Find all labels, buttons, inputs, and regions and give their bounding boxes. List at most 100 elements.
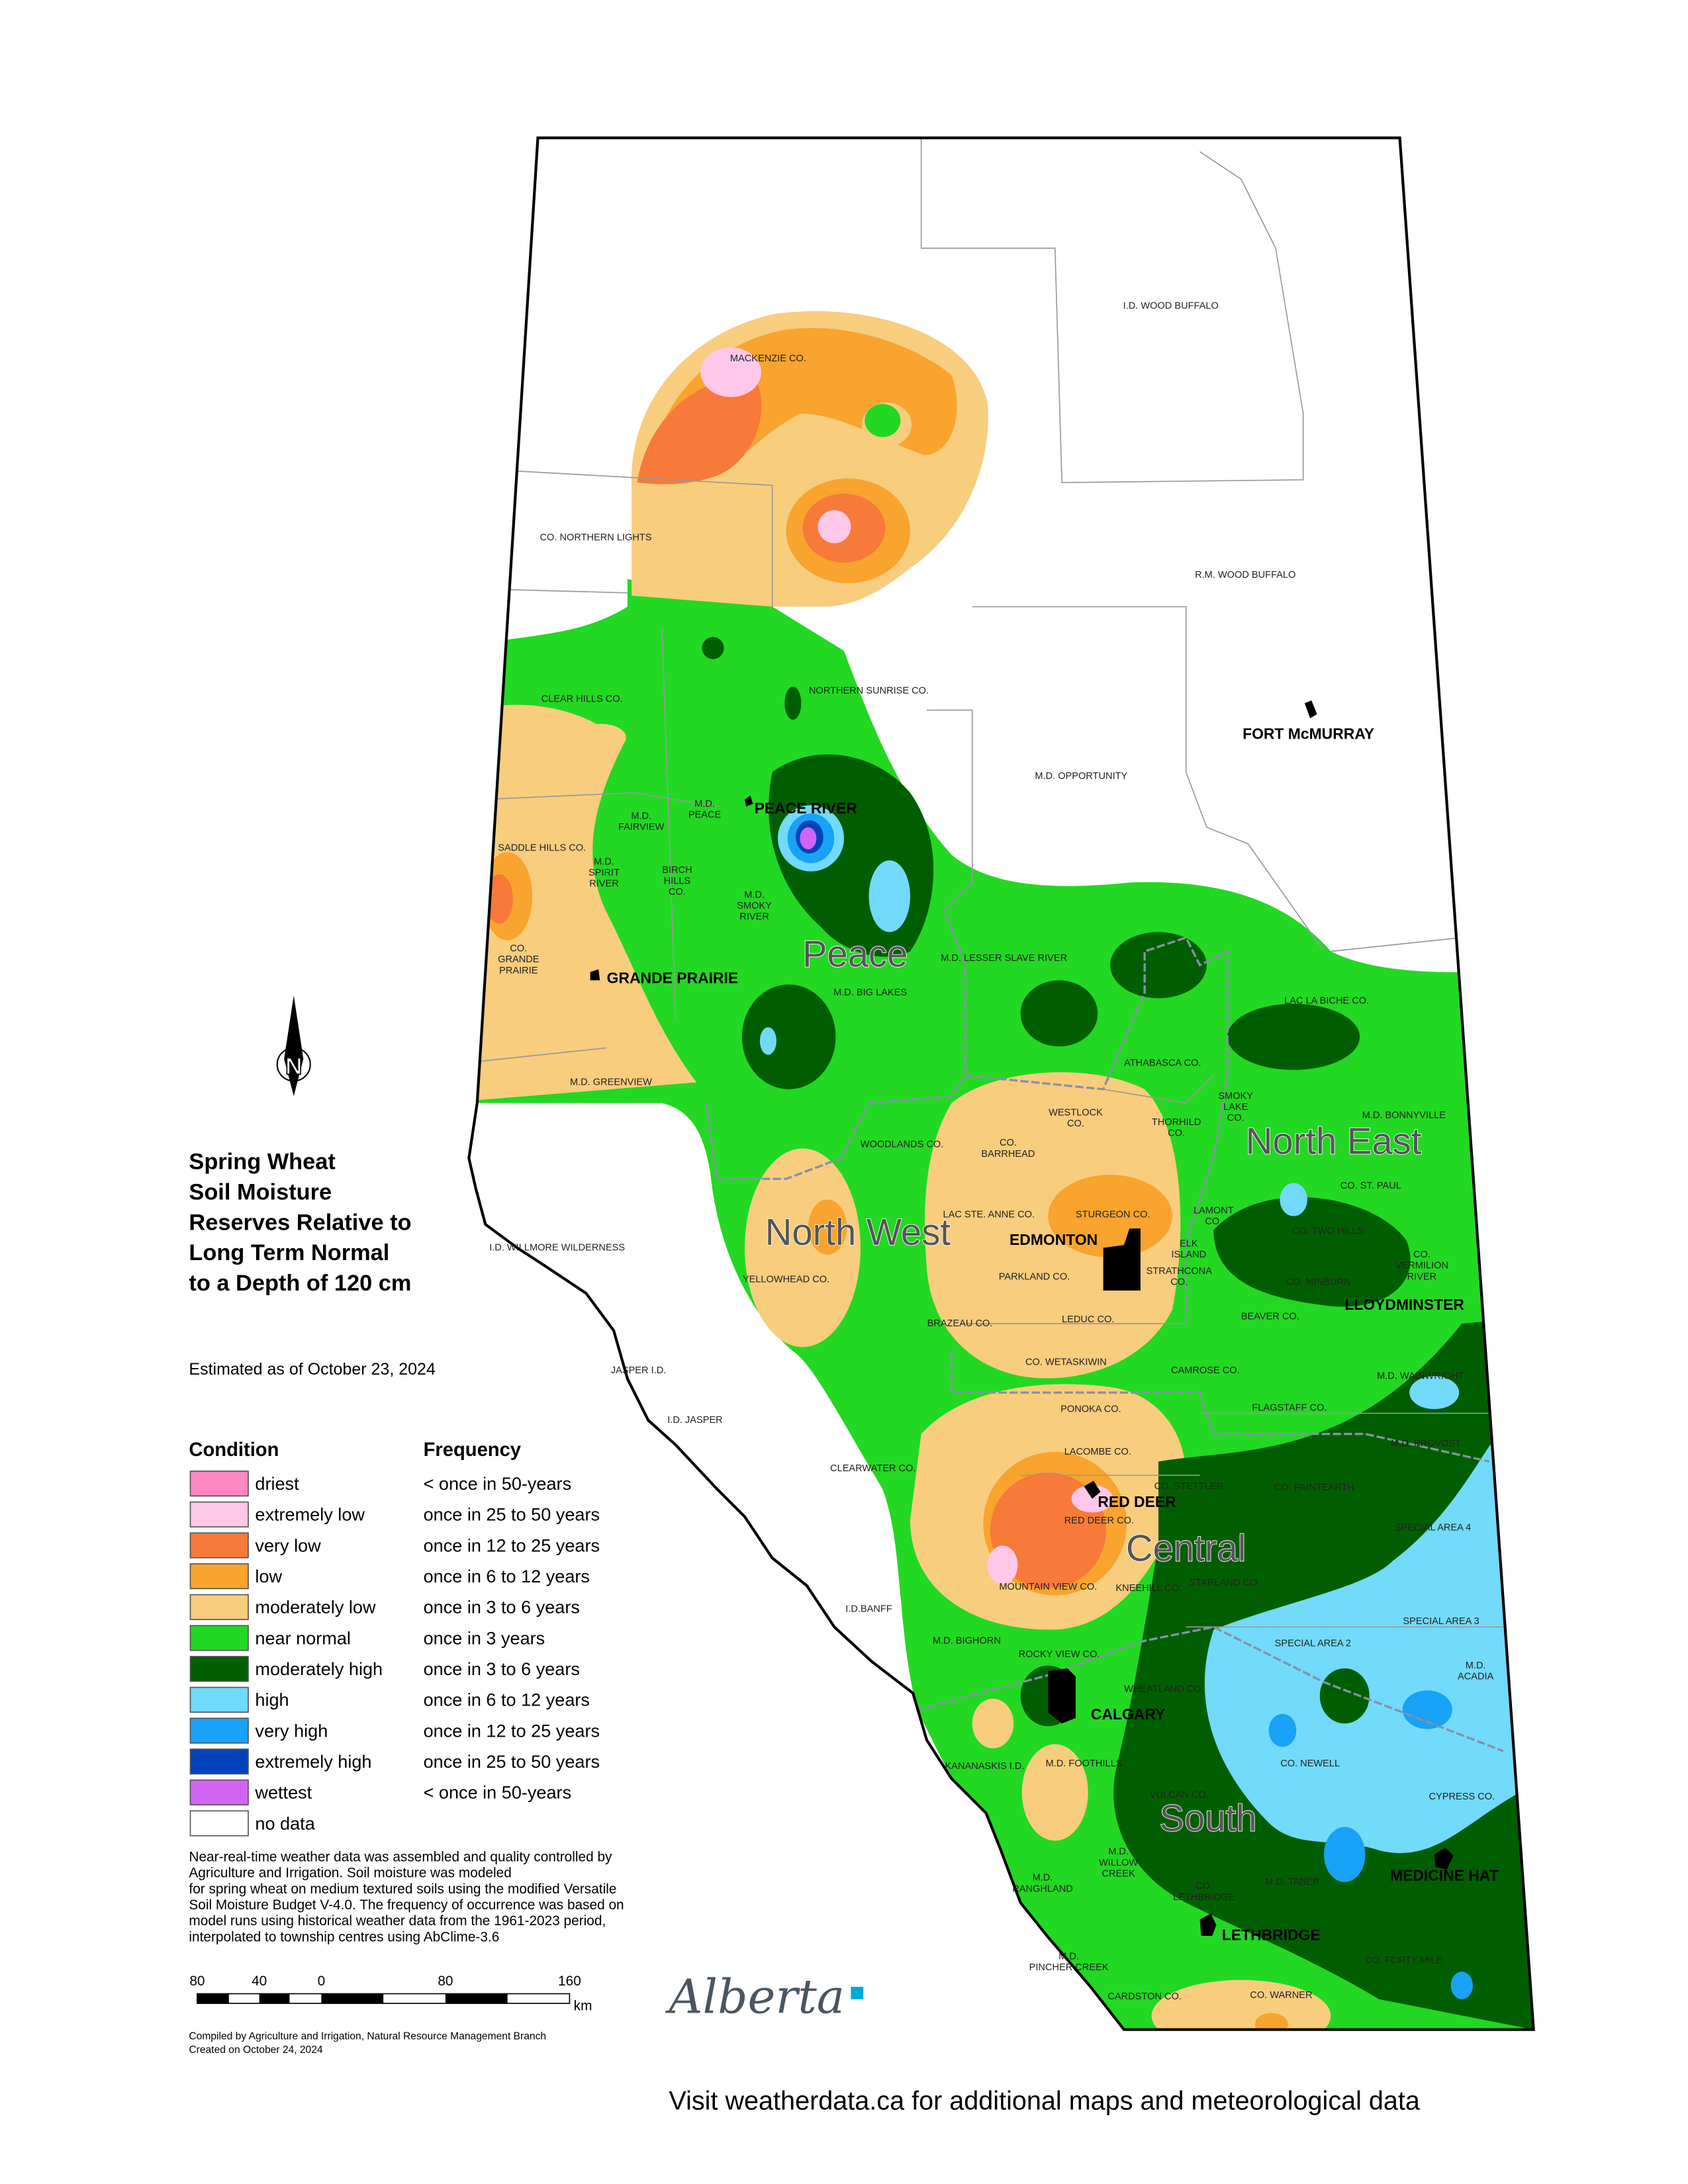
municipality-label: HILLS [664, 876, 691, 886]
moisture-area [800, 827, 817, 850]
municipality-label: M.D. TABER [1265, 1877, 1319, 1888]
municipality-label: M.D. [694, 799, 715, 809]
legend-frequency: once in 12 to 25 years [424, 1720, 600, 1741]
moisture-area [865, 404, 901, 437]
municipality-label: THORHILD [1152, 1117, 1201, 1128]
municipality-label: CO. TWO HILLS [1292, 1226, 1364, 1237]
compass-arrow [284, 995, 304, 1097]
moisture-area [1213, 1197, 1411, 1307]
municipality-label: ROCKY VIEW CO. [1019, 1649, 1100, 1660]
city-label: FORT McMURRAY [1243, 725, 1374, 743]
municipality-label: I.D.BANFF [845, 1604, 892, 1614]
municipality-label: WILLOW [1099, 1858, 1138, 1868]
municipality-label: ATHABASCA CO. [1124, 1058, 1201, 1068]
city-symbol [1434, 1847, 1454, 1870]
municipality-label: SPECIAL AREA 4 [1395, 1523, 1471, 1533]
municipality-label: CO. [1413, 1250, 1430, 1260]
moisture-area [485, 874, 513, 924]
municipality-label: ISLAND [1171, 1250, 1206, 1260]
municipality-label: CO. [1000, 1138, 1017, 1148]
moisture-area [741, 984, 836, 1089]
moisture-area [818, 510, 851, 543]
city-label: EDMONTON [1009, 1231, 1098, 1248]
municipality-label: FAIRVIEW [618, 822, 665, 833]
legend-frequency: once in 25 to 50 years [424, 1504, 600, 1525]
legend-frequency: once in 25 to 50 years [424, 1751, 600, 1772]
municipality-label: RIVER [589, 879, 619, 889]
municipality-label: SPECIAL AREA 2 [1275, 1639, 1351, 1649]
municipality-label: LAMONT [1194, 1205, 1234, 1216]
municipality-label: M.D. [1466, 1661, 1486, 1671]
scale-label: 80 [189, 1974, 205, 1989]
note-line: for spring wheat on medium textured soil… [189, 1882, 616, 1897]
municipality-label: PRAIRIE [499, 966, 538, 976]
moisture-area [576, 723, 626, 752]
title-line: Long Term Normal [189, 1240, 389, 1265]
municipality-label: CO. STETTLER [1154, 1481, 1224, 1492]
city-symbol [1304, 700, 1317, 719]
boundary [1331, 936, 1462, 952]
municipality-label: M.D. [1058, 1951, 1079, 1962]
municipality-label: WOODLANDS CO. [861, 1139, 944, 1150]
city-label: RED DEER [1098, 1493, 1176, 1510]
region-boundary [916, 1625, 1504, 1752]
municipality-label: CO. NEWELL [1280, 1758, 1340, 1769]
scale-label: 160 [558, 1974, 581, 1989]
region-boundary [950, 1351, 1490, 1463]
legend-frequency: once in 3 to 6 years [424, 1597, 580, 1617]
scale-label: 40 [252, 1974, 267, 1989]
city-label: LLOYDMINSTER [1344, 1296, 1464, 1313]
legend-label: moderately high [255, 1659, 383, 1679]
municipality-label: WHEATLAND CO. [1124, 1684, 1203, 1694]
title-block: Spring Wheat Soil Moisture Reserves Rela… [189, 1150, 436, 1379]
credit: Compiled by Agriculture and Irrigation, … [189, 2030, 546, 2042]
municipality-label: CYPRESS CO. [1429, 1792, 1495, 1802]
city-symbol [1048, 1668, 1076, 1724]
municipality-label: STARLAND CO. [1190, 1578, 1260, 1588]
title-line: Spring Wheat [189, 1150, 336, 1175]
municipality-label: LAC LA BICHE CO. [1284, 996, 1369, 1007]
note-line: Agriculture and Irrigation. Soil moistur… [189, 1866, 511, 1881]
footer: Visit weatherdata.ca for additional maps… [669, 2087, 1421, 2116]
scale-segment [321, 1993, 384, 2004]
scale-segment [197, 1993, 229, 2004]
legend-label: moderately low [255, 1597, 376, 1617]
municipality-label: M.D. PROVOST [1391, 1438, 1461, 1449]
municipality-label: LETHBRIDGE [1173, 1892, 1235, 1903]
scale-segment [259, 1993, 290, 2004]
legend-label: low [255, 1566, 282, 1586]
moisture-area [1280, 1183, 1307, 1216]
legend-label: wettest [254, 1782, 312, 1803]
compass-ring [276, 1047, 311, 1082]
municipality-label: CLEARWATER CO. [830, 1463, 915, 1474]
municipality-label: SMOKY [1218, 1091, 1253, 1101]
municipality-label: CO. WETASKIWIN [1025, 1357, 1107, 1368]
municipality-label: VULCAN CO. [1150, 1790, 1209, 1801]
municipality-label: RANGHLAND [1012, 1884, 1073, 1894]
municipality-label: JASPER I.D. [611, 1365, 666, 1376]
municipality-label: LEDUC CO. [1062, 1314, 1114, 1325]
municipality-label: CARDSTON CO. [1107, 1991, 1182, 2002]
legend-label: no data [255, 1813, 315, 1833]
moisture-area [1110, 932, 1207, 999]
note-line: model runs using historical weather data… [189, 1913, 606, 1929]
municipality-label: CO. PAINTEARTH [1274, 1482, 1354, 1493]
moisture-area [868, 860, 910, 933]
moisture-area [1227, 1003, 1360, 1070]
legend-swatch [189, 1471, 249, 1497]
moisture-area [1021, 1744, 1088, 1841]
municipality-label: CLEAR HILLS CO. [541, 694, 623, 704]
moisture-area [1254, 2013, 1288, 2030]
municipality-label: CO. MINBURN [1286, 1277, 1351, 1288]
region-label: South [1160, 1797, 1257, 1839]
scale-segment [445, 1993, 508, 2004]
region-label: North East [1246, 1120, 1422, 1162]
municipality-label: BIRCH [662, 865, 692, 876]
municipality-label: NORTHERN SUNRISE CO. [809, 686, 929, 696]
legend-header: Condition [189, 1439, 279, 1461]
municipality-label: MACKENZIE CO. [730, 353, 806, 364]
legend-swatch [189, 1625, 249, 1651]
legend-label: very low [255, 1535, 321, 1555]
scale-label: 80 [438, 1974, 453, 1989]
municipality-label: R.M. WOOD BUFFALO [1195, 570, 1295, 580]
